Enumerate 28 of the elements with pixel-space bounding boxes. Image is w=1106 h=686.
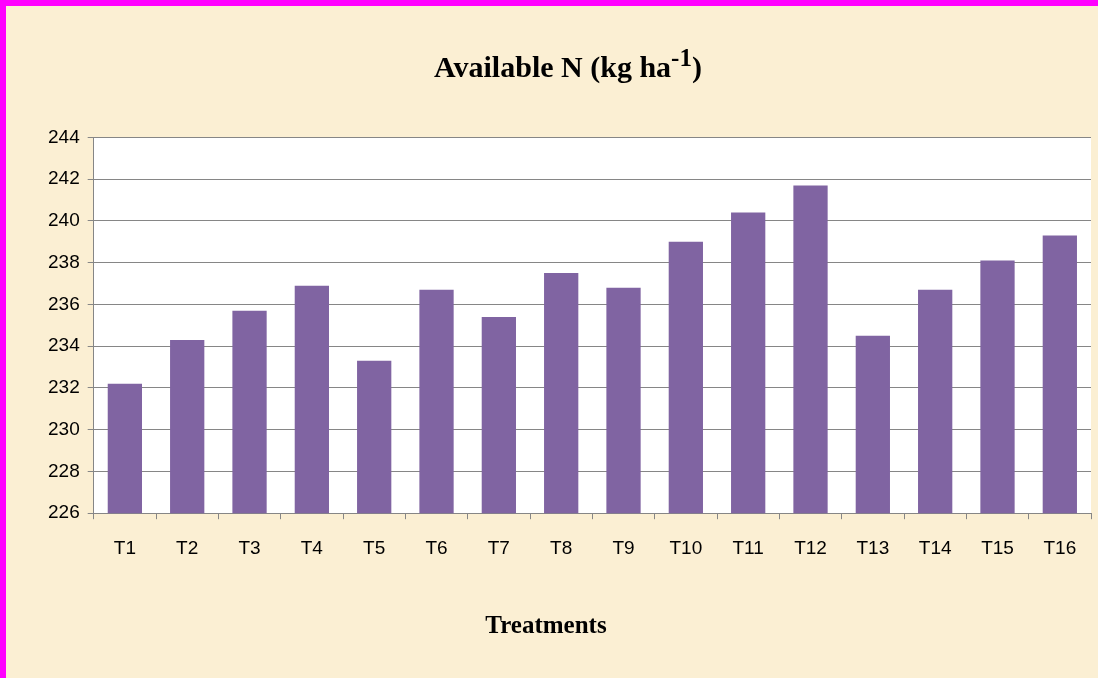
x-tick-label: T15 — [981, 536, 1014, 558]
x-tick-label: T14 — [918, 536, 952, 558]
x-tick-label: T2 — [176, 536, 199, 558]
x-tick-label: T11 — [732, 536, 764, 558]
chart-title: Available N (kg ha$^{-1}$) — [433, 44, 703, 84]
y-tick-label: 228 — [48, 459, 80, 481]
y-tick-label: 226 — [48, 501, 80, 523]
x-tick-label: T1 — [113, 536, 136, 558]
y-tick-label: 232 — [48, 376, 80, 398]
x-tick-label: T9 — [612, 536, 635, 558]
y-tick-label: 244 — [48, 125, 81, 147]
y-tick-label: 242 — [48, 167, 80, 189]
y-tick-label: 236 — [48, 292, 80, 314]
y-tick-label: 240 — [48, 209, 80, 231]
y-tick-label: 234 — [48, 334, 81, 356]
x-tick-label: T7 — [487, 536, 510, 558]
x-tick-label: T10 — [669, 536, 703, 558]
x-tick-label: T3 — [238, 536, 261, 558]
x-tick-label: T4 — [300, 536, 324, 558]
x-tick-label: T12 — [794, 536, 827, 558]
y-tick-label: 238 — [48, 250, 80, 272]
x-tick-label: T16 — [1043, 536, 1077, 558]
x-tick-label: T6 — [425, 536, 448, 558]
x-tick-label: T13 — [856, 536, 890, 558]
x-tick-label: T5 — [363, 536, 386, 558]
x-tick-label: T8 — [550, 536, 573, 558]
x-axis-title: Treatments — [484, 611, 608, 639]
y-tick-label: 230 — [48, 417, 80, 439]
